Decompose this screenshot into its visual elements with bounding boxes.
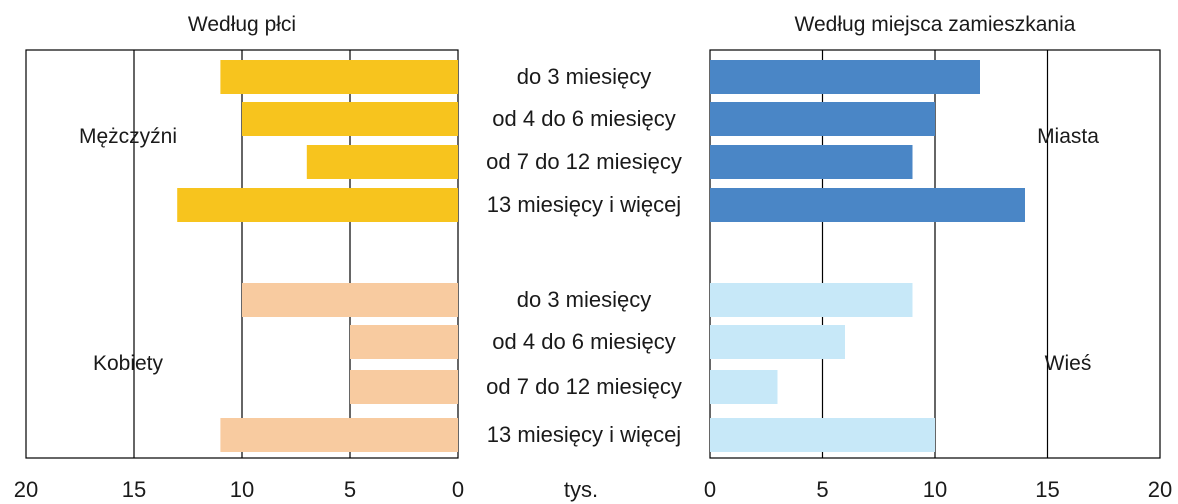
right-tick-label: 10 [923, 477, 947, 502]
right-bar [710, 145, 913, 179]
right-bar [710, 283, 913, 317]
left-bar [220, 418, 458, 452]
category-label: od 4 do 6 miesięcy [492, 329, 675, 354]
category-label: 13 miesięcy i więcej [487, 422, 681, 447]
right-tick-label: 15 [1035, 477, 1059, 502]
right-bar [710, 370, 778, 404]
panel-by-sex: 20 15 10 5 0 Mężczyźni Kobiety [14, 49, 464, 502]
left-tick-label: 20 [14, 477, 38, 502]
left-bar [177, 188, 458, 222]
right-bar [710, 188, 1025, 222]
left-tick-label: 0 [452, 477, 464, 502]
right-tick-label: 0 [704, 477, 716, 502]
category-label: od 7 do 12 miesięcy [486, 149, 682, 174]
category-labels: do 3 miesięcy od 4 do 6 miesięcy od 7 do 1… [486, 64, 682, 447]
left-bar [242, 102, 458, 136]
left-bar [220, 60, 458, 94]
right-tick-label: 5 [816, 477, 828, 502]
unit-label: tys. [564, 477, 598, 502]
right-bar [710, 418, 935, 452]
left-panel-title: Według płci [188, 13, 296, 36]
left-bar [350, 325, 458, 359]
right-panel-title: Według miejsca zamieszkania [795, 13, 1076, 36]
left-tick-label: 15 [122, 477, 146, 502]
category-label: 13 miesięcy i więcej [487, 192, 681, 217]
right-bar [710, 60, 980, 94]
right-series-label: Miasta [1037, 125, 1099, 148]
left-tick-label: 10 [230, 477, 254, 502]
right-bar [710, 325, 845, 359]
left-bar [242, 283, 458, 317]
panel-by-residence: 0 5 10 15 20 Miasta Wieś [704, 49, 1172, 502]
category-label: do 3 miesięcy [517, 64, 652, 89]
left-series-label: Kobiety [93, 352, 164, 375]
right-bar [710, 102, 935, 136]
left-bar [350, 370, 458, 404]
left-tick-label: 5 [344, 477, 356, 502]
category-label: do 3 miesięcy [517, 287, 652, 312]
right-tick-label: 20 [1148, 477, 1172, 502]
left-series-label: Mężczyźni [79, 125, 177, 148]
right-series-label: Wieś [1045, 352, 1092, 375]
left-bar [306, 145, 458, 179]
category-label: od 7 do 12 miesięcy [486, 374, 682, 399]
category-label: od 4 do 6 miesięcy [492, 106, 675, 131]
